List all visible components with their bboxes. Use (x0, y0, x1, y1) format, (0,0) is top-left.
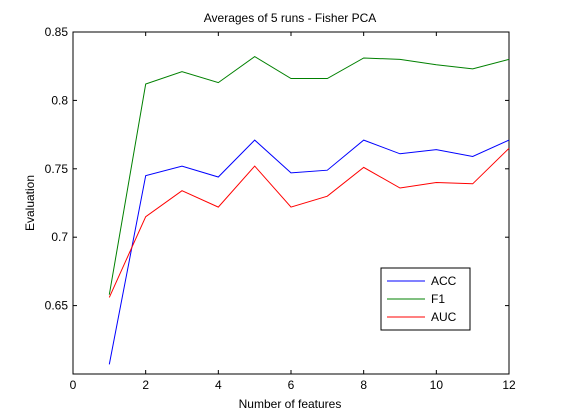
y-tick-label: 0.85 (45, 25, 69, 39)
y-axis: 0.65 0.7 0.75 0.8 0.85 (45, 25, 509, 313)
series-line-acc (108, 139, 510, 365)
y-tick-label: 0.7 (51, 230, 68, 244)
legend-entry: AUC (431, 310, 457, 324)
x-axis: 0 2 4 6 8 10 12 (70, 32, 516, 392)
y-tick-label: 0.65 (45, 299, 69, 313)
legend-entry: F1 (431, 292, 445, 306)
x-tick-label: 4 (215, 378, 222, 392)
x-axis-label: Number of features (239, 397, 342, 411)
x-tick-label: 0 (70, 378, 77, 392)
series-line-auc (108, 147, 510, 298)
legend-entry: ACC (431, 274, 457, 288)
x-tick-label: 8 (360, 378, 367, 392)
y-tick-label: 0.8 (51, 93, 68, 107)
x-tick-label: 12 (502, 378, 516, 392)
series-layer (108, 56, 510, 365)
legend: ACC F1 AUC (380, 267, 471, 331)
x-tick-label: 10 (430, 378, 444, 392)
series-line-f1 (108, 56, 510, 295)
chart-title: Averages of 5 runs - Fisher PCA (204, 11, 377, 25)
x-tick-label: 6 (288, 378, 295, 392)
x-tick-label: 2 (142, 378, 149, 392)
y-axis-label: Evaluation (23, 175, 37, 231)
y-tick-label: 0.75 (45, 162, 69, 176)
